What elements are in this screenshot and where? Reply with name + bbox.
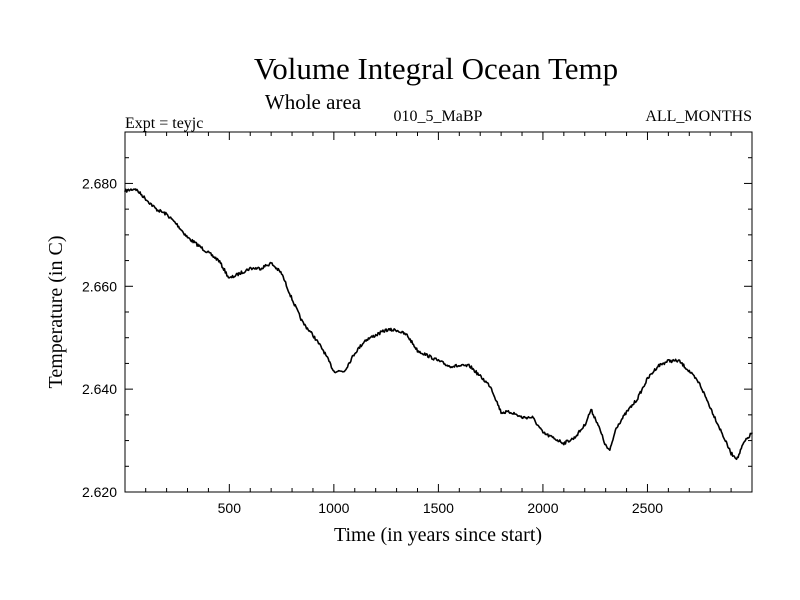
y-tick-label: 2.680 [82, 175, 117, 191]
x-axis-label: Time (in years since start) [334, 524, 542, 546]
x-tick-label: 1500 [423, 500, 454, 516]
chart-title: Volume Integral Ocean Temp [254, 51, 618, 86]
axis-ticks [125, 131, 753, 493]
chart-subtitle: Whole area [265, 90, 362, 114]
y-axis-label: Temperature (in C) [45, 236, 67, 389]
series-line [124, 188, 753, 461]
x-tick-label: 1000 [318, 500, 349, 516]
y-tick-label: 2.640 [82, 381, 117, 397]
y-tick-label: 2.660 [82, 278, 117, 294]
plot-frame [124, 131, 753, 493]
x-tick-label: 2000 [527, 500, 558, 516]
months-label: ALL_MONTHS [645, 108, 752, 125]
y-tick-labels: 2.620 2.640 2.660 2.680 [82, 175, 117, 500]
y-tick-label: 2.620 [82, 484, 117, 500]
x-tick-labels: 500 1000 1500 2000 2500 [218, 500, 664, 516]
x-tick-label: 2500 [632, 500, 663, 516]
x-tick-label: 500 [218, 500, 242, 516]
experiment-label: Expt = teyjc [125, 115, 203, 132]
run-label: 010_5_MaBP [394, 108, 483, 125]
